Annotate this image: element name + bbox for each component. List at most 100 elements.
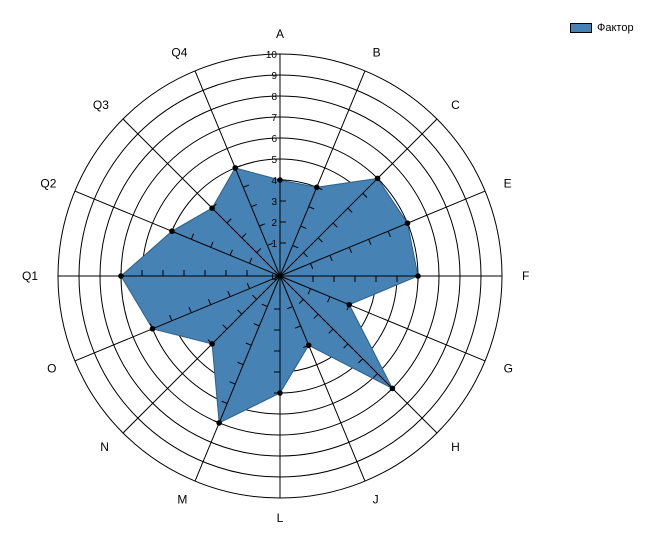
tick-mark xyxy=(237,309,243,315)
tick-mark xyxy=(368,239,372,245)
spoke-inner-B xyxy=(279,187,318,277)
tick-mark xyxy=(252,294,258,300)
category-label-Q2: Q2 xyxy=(40,176,56,190)
data-point-M xyxy=(216,420,222,426)
tick-mark xyxy=(362,192,368,198)
category-label-Q3: Q3 xyxy=(93,98,109,112)
spoke-inner-N xyxy=(211,275,281,345)
spoke-inner-G xyxy=(279,275,350,306)
spoke-inner-H xyxy=(279,275,393,389)
tick-mark xyxy=(226,218,232,224)
spoke-inner-C xyxy=(279,178,378,277)
category-label-A: A xyxy=(276,27,284,41)
tick-mark xyxy=(328,328,334,334)
data-point-F xyxy=(415,273,421,279)
tick-mark xyxy=(188,307,192,313)
legend-label: Фактор xyxy=(597,22,634,34)
spoke-ticks-Q1 xyxy=(120,270,248,276)
tick-mark xyxy=(261,303,268,307)
legend: Фактор xyxy=(570,22,634,34)
category-label-C: C xyxy=(451,98,460,112)
r-tick-label-6: 6 xyxy=(271,134,277,145)
spoke-ticks-A xyxy=(280,179,286,244)
tick-mark xyxy=(207,298,212,305)
category-label-H: H xyxy=(451,440,460,454)
tick-mark xyxy=(302,252,308,258)
r-tick-label-10: 10 xyxy=(266,50,278,61)
spoke-ticks-F xyxy=(312,276,419,282)
category-label-G: G xyxy=(504,362,513,376)
tick-mark xyxy=(286,306,293,310)
category-label-M: M xyxy=(177,493,187,507)
tick-mark xyxy=(221,400,228,404)
spoke-ticks-N xyxy=(207,294,258,345)
data-point-Q2 xyxy=(169,228,175,235)
tick-mark xyxy=(343,343,349,349)
tick-mark xyxy=(237,361,244,366)
tick-mark xyxy=(243,184,249,188)
category-label-Q1: Q1 xyxy=(22,269,38,283)
r-tick-label-7: 7 xyxy=(271,113,277,124)
tick-mark xyxy=(308,206,315,210)
spoke-inner-Q3 xyxy=(211,207,281,277)
spoke-inner-E xyxy=(279,222,408,277)
tick-mark xyxy=(253,323,260,327)
tick-mark xyxy=(348,247,353,254)
tick-mark xyxy=(332,222,338,228)
category-label-F: F xyxy=(522,269,529,283)
tick-mark xyxy=(190,233,195,240)
tick-mark xyxy=(307,288,311,295)
legend-swatch xyxy=(570,23,592,33)
spoke-ticks-O xyxy=(149,282,250,330)
tick-mark xyxy=(169,315,173,321)
series-area xyxy=(120,167,419,424)
tick-mark xyxy=(358,358,364,364)
spoke-ticks-E xyxy=(310,222,411,270)
spoke-inner-J xyxy=(279,275,310,346)
category-label-J: J xyxy=(373,493,379,507)
spoke-inner-M xyxy=(218,275,281,424)
tick-mark xyxy=(347,207,353,213)
data-point-J xyxy=(305,342,312,349)
r-tick-label-3: 3 xyxy=(271,197,277,208)
data-point-O xyxy=(149,326,156,332)
data-point-H xyxy=(389,385,396,392)
data-point-Q4 xyxy=(232,165,239,171)
tick-mark xyxy=(222,324,228,330)
r-tick-label-0: 0 xyxy=(271,272,277,283)
r-tick-label-9: 9 xyxy=(271,71,277,82)
spoke-ticks-Q4 xyxy=(235,165,274,246)
spoke-inner-Q4 xyxy=(234,167,281,277)
tick-mark xyxy=(310,263,314,270)
spoke-inner-O xyxy=(152,275,281,330)
r-tick-label-8: 8 xyxy=(271,92,277,103)
tick-mark xyxy=(229,381,236,385)
tick-mark xyxy=(210,241,214,248)
tick-mark xyxy=(298,298,304,304)
tick-mark xyxy=(256,248,262,254)
data-point-G xyxy=(346,301,353,308)
data-point-E xyxy=(404,220,411,226)
tick-mark xyxy=(300,225,307,229)
r-tick-label-5: 5 xyxy=(271,155,277,166)
category-label-Q4: Q4 xyxy=(171,45,187,59)
tick-mark xyxy=(241,233,247,239)
data-point-A xyxy=(277,177,283,183)
tick-mark xyxy=(259,223,266,227)
r-tick-label-2: 2 xyxy=(271,218,277,229)
data-point-Q3 xyxy=(209,205,215,211)
tick-mark xyxy=(294,325,301,329)
tick-mark xyxy=(313,313,319,319)
category-label-E: E xyxy=(504,176,512,190)
tick-mark xyxy=(317,237,323,243)
category-label-L: L xyxy=(277,511,284,525)
tick-mark xyxy=(327,296,331,303)
r-tick-label-1: 1 xyxy=(271,239,277,250)
tick-mark xyxy=(329,255,333,262)
data-point-Q1 xyxy=(118,273,124,279)
data-point-C xyxy=(374,175,381,182)
tick-mark xyxy=(246,282,250,289)
category-label-B: B xyxy=(373,45,381,59)
tick-mark xyxy=(292,245,299,249)
